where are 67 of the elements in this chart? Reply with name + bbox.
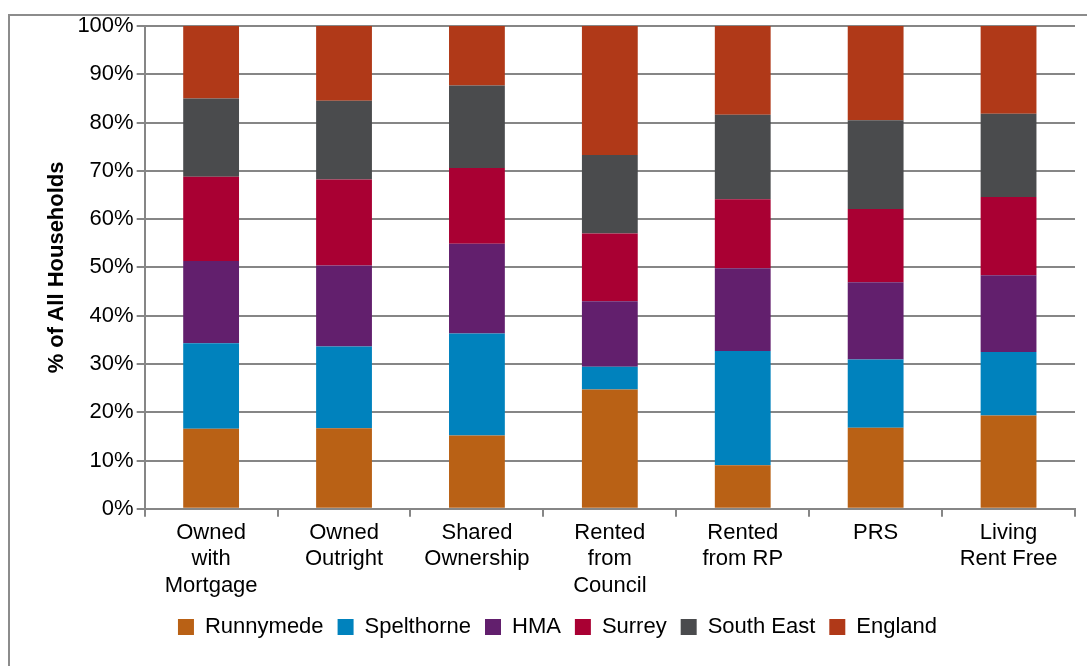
bar xyxy=(449,333,505,436)
y-tick-label: 0% xyxy=(101,494,134,520)
bar xyxy=(847,120,904,209)
bar xyxy=(714,26,771,115)
bar xyxy=(581,26,638,155)
bar xyxy=(847,359,904,428)
y-tick-label: 90% xyxy=(89,60,134,86)
bar xyxy=(847,208,904,283)
bar xyxy=(183,98,240,177)
bar xyxy=(183,261,240,344)
bar xyxy=(449,435,505,508)
y-tick-label: 80% xyxy=(89,108,134,134)
bar xyxy=(581,301,638,367)
legend-label: South East xyxy=(707,613,816,639)
bar xyxy=(316,100,372,180)
x-tick-label: Owned Outright xyxy=(304,519,384,571)
bar xyxy=(449,26,505,86)
y-tick-label: 20% xyxy=(89,398,134,424)
bar xyxy=(449,85,505,168)
y-tick-label: 30% xyxy=(89,350,134,376)
bar xyxy=(847,427,904,508)
bar xyxy=(714,350,771,466)
x-tick-label: Rented from Council xyxy=(573,519,647,597)
bar xyxy=(980,275,1037,352)
bar xyxy=(183,428,240,508)
bar xyxy=(980,351,1037,416)
bar xyxy=(183,176,240,262)
bar xyxy=(316,346,372,429)
legend-label: Surrey xyxy=(601,613,667,639)
x-tick-label: PRS xyxy=(853,519,899,545)
legend-label: Runnymede xyxy=(204,613,324,639)
bar xyxy=(316,265,372,347)
bar xyxy=(183,343,240,429)
bar xyxy=(980,26,1037,114)
x-tick-label: Rented from RP xyxy=(702,519,784,571)
bar xyxy=(581,389,638,508)
legend-label: HMA xyxy=(511,613,562,639)
y-tick-label: 60% xyxy=(89,205,134,231)
legend-label: Spelthorne xyxy=(364,613,471,639)
bar xyxy=(316,179,372,266)
y-tick-label: 100% xyxy=(77,12,134,38)
bar xyxy=(316,26,372,101)
bar xyxy=(714,465,771,508)
bar xyxy=(316,428,372,508)
bar xyxy=(581,154,638,234)
bar xyxy=(714,114,771,200)
y-tick-label: 50% xyxy=(89,253,134,279)
bar xyxy=(980,415,1037,508)
bar xyxy=(980,113,1037,197)
x-tick-label: Living Rent Free xyxy=(959,519,1058,571)
legend-label: England xyxy=(856,613,938,639)
bar xyxy=(714,268,771,351)
bar xyxy=(449,243,505,334)
bar xyxy=(183,26,240,99)
bar xyxy=(581,366,638,390)
y-tick-label: 10% xyxy=(89,446,134,472)
y-tick-label: 70% xyxy=(89,156,134,182)
bar xyxy=(581,233,638,302)
x-tick-label: Shared Ownership xyxy=(424,519,530,571)
bar xyxy=(714,199,771,269)
y-axis-title: % of All Households xyxy=(43,161,69,374)
x-tick-label: Owned with Mortgage xyxy=(164,519,258,597)
bar xyxy=(847,26,904,121)
y-tick-label: 40% xyxy=(89,301,134,327)
bar xyxy=(847,282,904,360)
bar xyxy=(980,196,1037,276)
bar xyxy=(449,167,505,244)
